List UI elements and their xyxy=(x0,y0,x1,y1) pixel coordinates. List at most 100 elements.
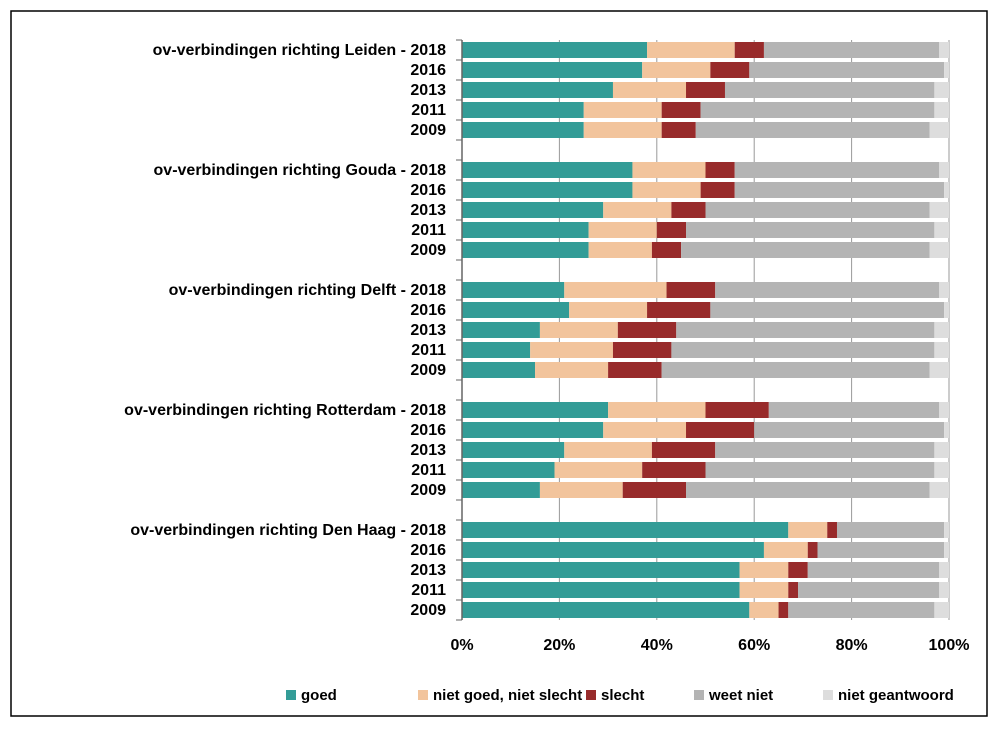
y-tick-label: 2013 xyxy=(410,82,446,99)
legend-swatch xyxy=(418,690,428,700)
bar-segment xyxy=(462,322,540,338)
y-tick-label: 2009 xyxy=(410,602,446,619)
y-tick-label: 2009 xyxy=(410,482,446,499)
bar-segment xyxy=(934,222,949,238)
y-tick-label: 2011 xyxy=(411,342,446,359)
bar-segment xyxy=(929,242,949,258)
y-tick-label: 2011 xyxy=(411,222,446,239)
bar-segment xyxy=(705,162,735,178)
bar-segment xyxy=(647,302,711,318)
bar-segment xyxy=(695,122,930,138)
bar-segment xyxy=(929,362,949,378)
y-tick-label: ov-verbindingen richting Delft - 2018 xyxy=(169,282,446,299)
bar-segment xyxy=(462,402,609,418)
bar-segment xyxy=(462,202,604,218)
bar-segment xyxy=(588,222,657,238)
bar-segment xyxy=(462,342,531,358)
bar-segment xyxy=(788,582,799,598)
bar-segment xyxy=(462,362,536,378)
bar-segment xyxy=(710,302,945,318)
bar-segment xyxy=(617,322,677,338)
bar-segment xyxy=(462,282,565,298)
bar-segment xyxy=(608,402,706,418)
bar-segment xyxy=(754,422,945,438)
bar-segment xyxy=(608,362,662,378)
y-tick-label: 2013 xyxy=(410,202,446,219)
bar-segment xyxy=(705,402,769,418)
legend-label: goed xyxy=(301,687,337,704)
bar-segment xyxy=(462,122,584,138)
bar-segment xyxy=(530,342,613,358)
bar-segment xyxy=(934,602,949,618)
bar-segment xyxy=(651,442,716,458)
bar-segment xyxy=(739,562,789,578)
bar-segment xyxy=(788,562,808,578)
bar-segment xyxy=(569,302,648,318)
bar-segment xyxy=(686,222,935,238)
y-tick-label: 2013 xyxy=(410,442,446,459)
bar-segment xyxy=(700,102,935,118)
legend-swatch xyxy=(694,690,704,700)
bar-segment xyxy=(564,442,652,458)
y-tick-label: ov-verbindingen richting Den Haag - 2018 xyxy=(130,522,446,539)
bar-segment xyxy=(715,442,935,458)
bar-segment xyxy=(462,462,555,478)
bar-segment xyxy=(666,282,716,298)
bar-segment xyxy=(749,602,779,618)
bar-segment xyxy=(705,462,935,478)
bar-segment xyxy=(642,62,711,78)
x-tick-label: 60% xyxy=(738,637,770,654)
bar-segment xyxy=(929,202,949,218)
bar-segment xyxy=(686,482,930,498)
bar-segment xyxy=(564,282,667,298)
legend-swatch xyxy=(823,690,833,700)
bar-segment xyxy=(724,82,935,98)
bar-segment xyxy=(535,362,609,378)
bar-segment xyxy=(603,422,687,438)
bar-segment xyxy=(763,42,940,58)
x-tick-label: 100% xyxy=(929,637,970,654)
bar-segment xyxy=(603,202,672,218)
bar-segment xyxy=(462,242,589,258)
y-tick-label: 2013 xyxy=(410,322,446,339)
bar-segment xyxy=(788,602,935,618)
bar-segment xyxy=(934,462,949,478)
bar-segment xyxy=(944,62,949,78)
y-tick-label: 2009 xyxy=(410,122,446,139)
bar-segment xyxy=(462,422,604,438)
bar-segment xyxy=(661,122,696,138)
bar-segment xyxy=(651,242,682,258)
bar-segment xyxy=(588,242,652,258)
bar-segment xyxy=(798,582,940,598)
legend-label: slecht xyxy=(601,687,644,704)
bar-segment xyxy=(763,542,808,558)
bar-segment xyxy=(681,242,930,258)
bar-segment xyxy=(934,342,949,358)
x-tick-label: 80% xyxy=(836,637,868,654)
bar-segment xyxy=(583,102,662,118)
bar-segment xyxy=(647,42,735,58)
bar-segment xyxy=(661,102,701,118)
bar-segment xyxy=(656,222,687,238)
bar-segment xyxy=(939,42,949,58)
bar-segment xyxy=(827,522,837,538)
bar-segment xyxy=(739,582,789,598)
bar-segment xyxy=(944,302,949,318)
y-tick-label: 2011 xyxy=(411,582,446,599)
bar-segment xyxy=(944,522,949,538)
bar-segment xyxy=(661,362,930,378)
bar-segment xyxy=(642,462,706,478)
y-tick-label: ov-verbindingen richting Rotterdam - 201… xyxy=(124,402,446,419)
bar-segment xyxy=(462,182,633,198)
bar-segment xyxy=(939,162,949,178)
bar-segment xyxy=(939,402,949,418)
bar-segment xyxy=(554,462,643,478)
y-tick-label: 2011 xyxy=(411,462,446,479)
bar-segment xyxy=(934,102,949,118)
bar-segment xyxy=(749,62,945,78)
bar-segment xyxy=(462,162,633,178)
y-tick-label: 2016 xyxy=(410,62,446,79)
bar-segment xyxy=(939,562,949,578)
bar-segment xyxy=(462,602,750,618)
bar-segment xyxy=(944,542,949,558)
